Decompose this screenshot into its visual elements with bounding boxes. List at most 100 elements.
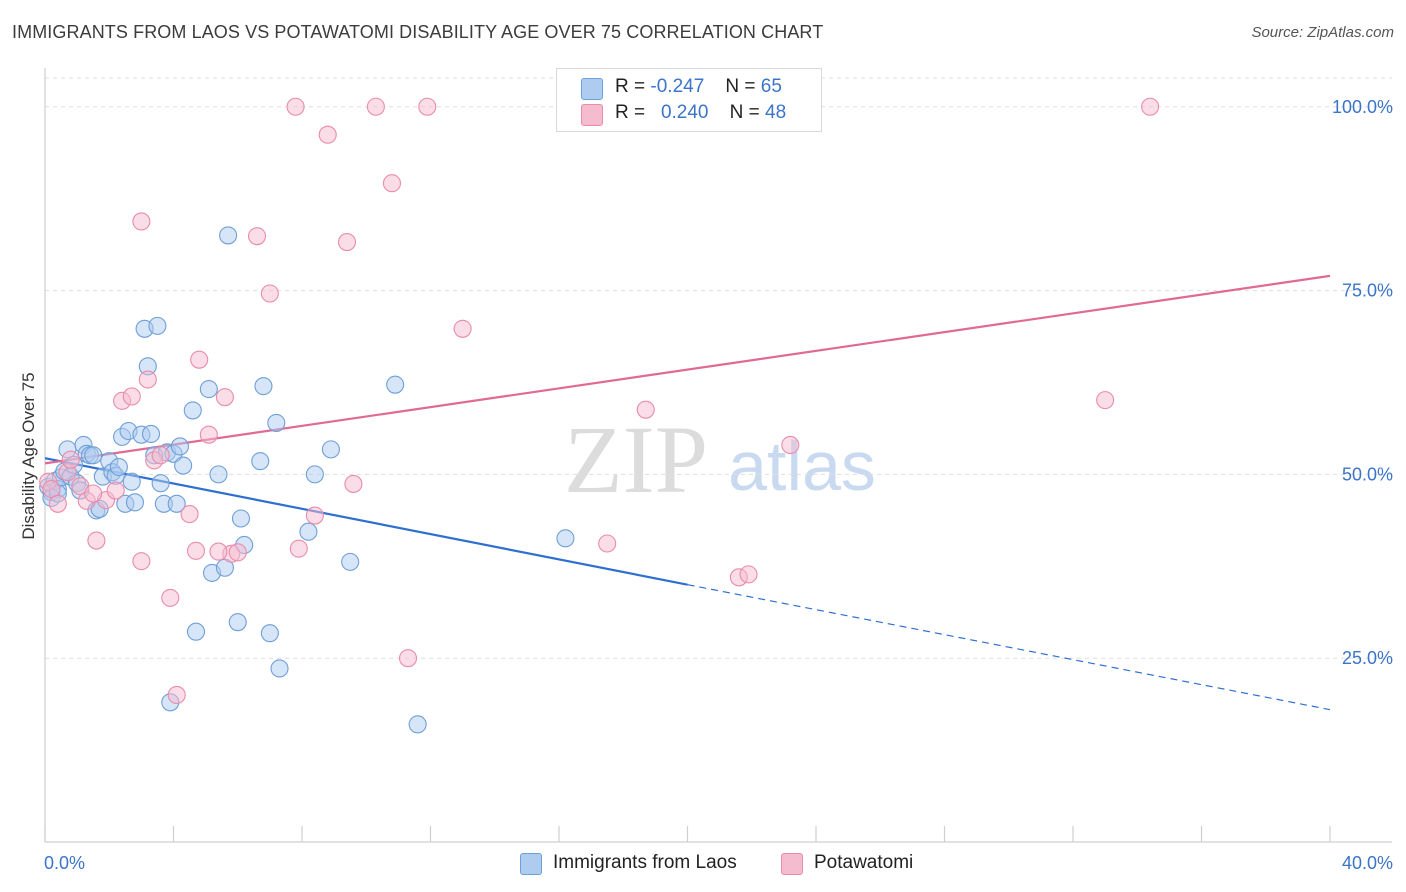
potawatomi-point xyxy=(199,425,218,444)
potawatomi-point xyxy=(1141,97,1160,116)
potawatomi-point xyxy=(132,212,151,231)
stats-legend: R = -0.247 N = 65 R = 0.240 N = 48 xyxy=(556,68,822,132)
potawatomi-point xyxy=(286,97,305,116)
y-tick-label: 25.0% xyxy=(1342,648,1393,668)
potawatomi-point xyxy=(739,565,758,584)
laos-point xyxy=(148,316,167,335)
laos-point xyxy=(386,375,405,394)
laos-point xyxy=(170,437,189,456)
legend-r-label: R = xyxy=(615,76,646,97)
potawatomi-point xyxy=(48,494,67,513)
data-points xyxy=(39,97,1160,734)
legend-swatch-laos xyxy=(581,78,603,100)
legend-n-value-potawatomi: 48 xyxy=(765,102,787,123)
potawatomi-point xyxy=(1096,391,1115,410)
potawatomi-point xyxy=(598,534,617,553)
potawatomi-point xyxy=(247,227,267,246)
potawatomi-point xyxy=(138,370,157,389)
potawatomi-point xyxy=(106,481,125,500)
potawatomi-point xyxy=(382,174,402,193)
legend-swatch-potawatomi xyxy=(581,104,603,126)
laos-point xyxy=(183,401,202,420)
laos-point xyxy=(228,613,247,632)
laos-point xyxy=(254,377,273,396)
potawatomi-point xyxy=(636,400,655,419)
laos-point xyxy=(167,494,186,513)
potawatomi-point xyxy=(161,588,180,607)
laos-point xyxy=(141,424,161,443)
potawatomi-point xyxy=(186,541,206,560)
laos-point xyxy=(321,440,340,459)
laos-point xyxy=(199,380,218,399)
y-tick-label: 50.0% xyxy=(1342,464,1393,484)
potawatomi-point xyxy=(61,450,80,469)
laos-point xyxy=(125,493,144,512)
potawatomi-point xyxy=(398,649,418,668)
trend-lines xyxy=(44,274,1331,711)
laos-point xyxy=(109,457,128,477)
laos-point xyxy=(122,472,141,491)
laos-point xyxy=(151,474,170,493)
legend-n-label: N = xyxy=(729,102,760,123)
laos-point xyxy=(305,465,324,484)
x-tick-label: 40.0% xyxy=(1342,853,1393,873)
x-tick-label: 0.0% xyxy=(44,853,85,873)
laos-point xyxy=(341,552,360,571)
potawatomi-point xyxy=(453,319,472,338)
laos-point xyxy=(408,715,427,734)
potawatomi-point xyxy=(289,539,308,558)
potawatomi-point xyxy=(87,531,106,550)
legend-label-potawatomi: Potawatomi xyxy=(814,852,914,873)
chart-title: IMMIGRANTS FROM LAOS VS POTAWATOMI DISAB… xyxy=(12,22,824,42)
axes xyxy=(44,68,1392,843)
laos-point xyxy=(84,446,103,465)
laos-point xyxy=(174,456,193,475)
laos-point xyxy=(299,522,318,541)
grid-lines xyxy=(45,77,1392,659)
source-label: Source: ZipAtlas.com xyxy=(1251,24,1394,41)
laos-point xyxy=(186,622,206,641)
potawatomi-point xyxy=(318,125,337,144)
legend-label-laos: Immigrants from Laos xyxy=(553,852,737,873)
legend-n-label: N = xyxy=(725,76,756,97)
potawatomi-point xyxy=(344,474,363,493)
tick-labels: 25.0% 50.0% 75.0% 100.0% 0.0% 40.0% xyxy=(44,97,1393,873)
laos-point xyxy=(270,659,289,678)
y-tick-label: 75.0% xyxy=(1342,281,1393,301)
laos-trend-line xyxy=(44,457,688,586)
laos-point xyxy=(260,624,279,643)
laos-point xyxy=(267,413,286,432)
potawatomi-point xyxy=(228,543,247,562)
potawatomi-point xyxy=(84,484,103,503)
y-tick-label: 100.0% xyxy=(1332,97,1393,117)
y-axis-label: Disability Age Over 75 xyxy=(19,372,38,539)
laos-point xyxy=(209,465,228,484)
potawatomi-point xyxy=(167,685,186,705)
potawatomi-point xyxy=(132,552,151,571)
potawatomi-point xyxy=(190,350,209,369)
potawatomi-point xyxy=(122,387,141,406)
potawatomi-point xyxy=(781,435,800,455)
legend-r-value-potawatomi: 0.240 xyxy=(660,102,709,123)
legend-swatch-laos xyxy=(520,853,542,875)
laos-point xyxy=(251,452,270,471)
laos-point xyxy=(219,226,238,245)
potawatomi-point xyxy=(418,97,437,116)
potawatomi-point xyxy=(366,97,385,116)
potawatomi-point xyxy=(215,388,234,407)
legend-n-value-laos: 65 xyxy=(760,76,782,97)
potawatomi-point xyxy=(180,505,199,524)
watermark: ZIP atlas xyxy=(564,406,876,513)
legend-r-label: R = xyxy=(615,102,646,123)
laos-point xyxy=(231,509,251,528)
potawatomi-point xyxy=(337,232,357,252)
potawatomi-point xyxy=(305,506,324,525)
legend-r-value-laos: -0.247 xyxy=(650,76,705,97)
potawatomi-trend-line xyxy=(44,274,1331,465)
laos-trend-extension xyxy=(687,584,1331,711)
legend-swatch-potawatomi xyxy=(781,853,803,875)
watermark-zip: ZIP xyxy=(564,406,708,513)
potawatomi-point xyxy=(209,542,228,561)
potawatomi-point xyxy=(151,446,170,465)
